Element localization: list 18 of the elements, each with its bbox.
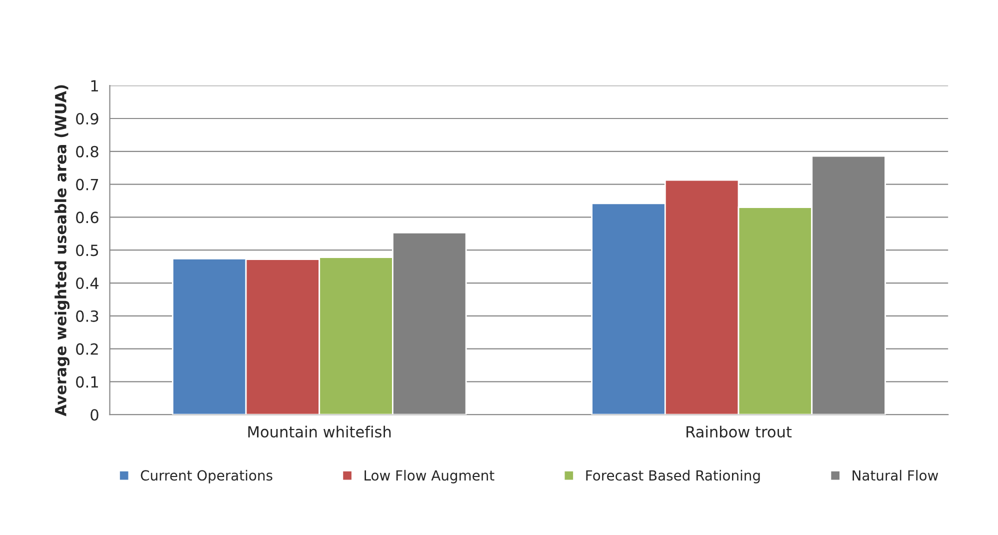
y-tick-label: 0.8 xyxy=(76,146,98,158)
y-tick-label: 1 xyxy=(91,80,98,92)
legend-label: Forecast Based Rationing xyxy=(586,470,760,484)
y-tick-label: 0.7 xyxy=(76,178,98,190)
y-tick-label: 0 xyxy=(90,409,98,421)
x-tick-label: Mountain whitefish xyxy=(248,426,391,438)
y-tick-label: 0.6 xyxy=(76,212,98,224)
y-tick-label: 0.5 xyxy=(76,244,98,256)
legend-label: Natural Flow xyxy=(852,470,938,481)
y-axis-title: Average weighted useable area (WUA) xyxy=(54,85,70,416)
y-tick-label: 0.2 xyxy=(76,343,98,355)
x-tick-label: Rainbow trout xyxy=(686,426,792,438)
legend-label: Low Flow Augment xyxy=(364,470,494,484)
legend-label: Current Operations xyxy=(140,470,272,484)
y-tick-label: 0.4 xyxy=(76,277,99,290)
y-tick-label: 0.3 xyxy=(76,310,98,322)
y-tick-label: 0.1 xyxy=(76,376,98,388)
y-tick-label: 0.9 xyxy=(76,112,98,125)
